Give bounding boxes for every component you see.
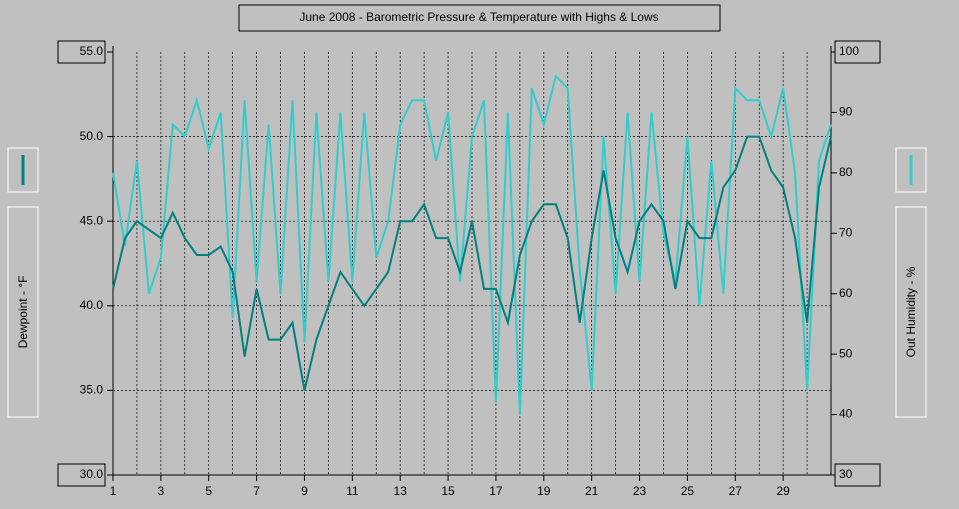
x-tick-label: 27 bbox=[729, 484, 743, 498]
x-tick-label: 5 bbox=[205, 484, 212, 498]
y-tick-label: 40.0 bbox=[80, 298, 104, 312]
x-tick-label: 29 bbox=[776, 484, 790, 498]
x-tick-label: 23 bbox=[633, 484, 647, 498]
tick-box bbox=[57, 463, 106, 487]
title-box bbox=[238, 4, 721, 32]
y2-tick-label: 80 bbox=[839, 165, 853, 179]
series-line bbox=[112, 135, 832, 391]
y2-tick-label: 90 bbox=[839, 105, 853, 119]
y-tick-label: 45.0 bbox=[80, 213, 104, 227]
x-tick-label: 19 bbox=[537, 484, 551, 498]
x-tick-label: 13 bbox=[394, 484, 408, 498]
chart-title: June 2008 - Barometric Pressure & Temper… bbox=[299, 10, 658, 24]
y2-tick-label: 60 bbox=[839, 286, 853, 300]
x-tick-label: 25 bbox=[681, 484, 695, 498]
x-tick-label: 21 bbox=[585, 484, 599, 498]
tick-box bbox=[57, 40, 106, 64]
y2-tick-label: 70 bbox=[839, 225, 853, 239]
y2-tick-label: 100 bbox=[839, 44, 859, 58]
tick-box bbox=[834, 463, 881, 487]
x-tick-label: 17 bbox=[489, 484, 503, 498]
y2label-box bbox=[895, 206, 927, 418]
ylabel-box bbox=[7, 206, 39, 418]
y2-tick-label: 40 bbox=[839, 407, 853, 421]
y-tick-label: 30.0 bbox=[80, 467, 104, 481]
x-tick-label: 11 bbox=[346, 484, 359, 498]
y-tick-label: 35.0 bbox=[80, 383, 104, 397]
y2-tick-label: 50 bbox=[839, 346, 853, 360]
y-tick-label: 50.0 bbox=[80, 129, 104, 143]
x-tick-label: 15 bbox=[441, 484, 455, 498]
x-tick-label: 3 bbox=[158, 484, 165, 498]
y2-tick-label: 30 bbox=[839, 467, 853, 481]
series-line bbox=[112, 74, 832, 415]
x-tick-label: 9 bbox=[301, 484, 308, 498]
tick-box bbox=[834, 40, 881, 64]
y2-axis-label: Out Humidity - % bbox=[904, 266, 918, 357]
y-axis-label: Dewpoint - °F bbox=[16, 276, 30, 349]
x-tick-label: 1 bbox=[110, 484, 117, 498]
x-tick-label: 7 bbox=[253, 484, 260, 498]
y-tick-label: 55.0 bbox=[80, 44, 104, 58]
